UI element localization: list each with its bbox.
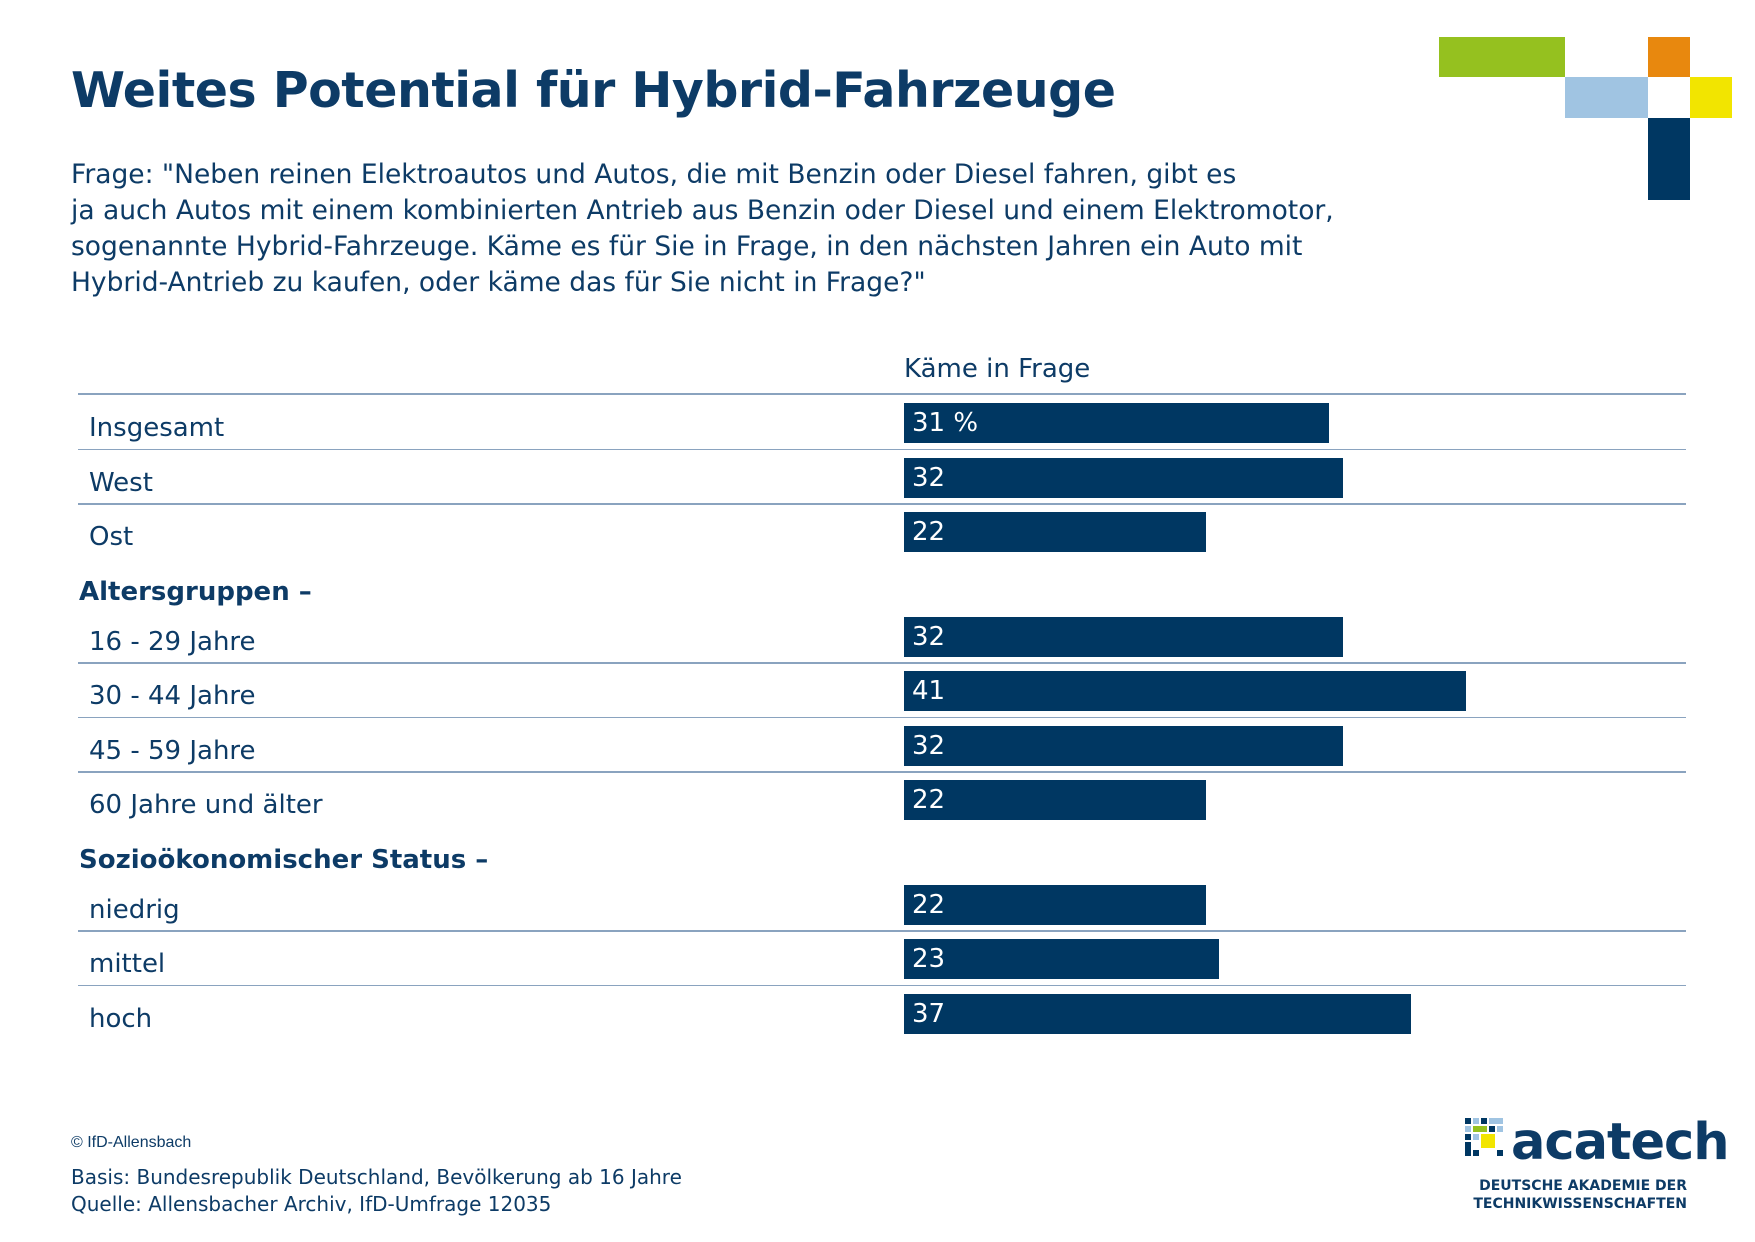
row-label: 16 - 29 Jahre xyxy=(89,626,256,657)
row-label: mittel xyxy=(89,949,166,979)
bar-value-label: 32 xyxy=(912,730,946,761)
bar-value-label: 22 xyxy=(912,785,946,815)
row-divider xyxy=(78,716,1686,718)
row-label: 30 - 44 Jahre xyxy=(89,681,256,711)
bar: 22 xyxy=(904,780,1206,820)
basis-note: Basis: Bundesrepublik Deutschland, Bevöl… xyxy=(71,1165,682,1189)
row-label: 45 - 59 Jahre xyxy=(89,735,256,766)
group-heading: Sozioökonomischer Status – xyxy=(79,844,489,875)
header-rule xyxy=(78,393,1686,395)
row-label: West xyxy=(89,467,153,498)
row-label: hoch xyxy=(89,1003,153,1034)
question-line: Hybrid-Antrieb zu kaufen, oder käme das … xyxy=(71,267,926,298)
row-label: niedrig xyxy=(89,894,180,925)
bar: 37 xyxy=(904,993,1411,1034)
row-divider xyxy=(78,771,1686,773)
deco-block-green xyxy=(1439,37,1565,77)
brand-subtitle-line1: DEUTSCHE AKADEMIE DER xyxy=(1479,1178,1687,1194)
row-label: Ost xyxy=(89,522,134,552)
row-divider xyxy=(78,503,1686,505)
bar: 32 xyxy=(904,616,1343,657)
brand-name: acatech xyxy=(1511,1113,1730,1172)
bar: 23 xyxy=(904,939,1219,979)
bar-value-label: 32 xyxy=(912,462,946,493)
bar-value-label: 22 xyxy=(912,517,946,547)
copyright-note: © IfD-Allensbach xyxy=(71,1134,192,1151)
column-header: Käme in Frage xyxy=(904,354,1091,384)
bar-value-label: 22 xyxy=(912,889,946,920)
bar: 32 xyxy=(904,725,1343,766)
question-text: Frage: "Neben reinen Elektroautos und Au… xyxy=(71,157,1334,301)
group-heading: Altersgruppen – xyxy=(79,576,312,607)
row-label: 60 Jahre und älter xyxy=(89,790,323,820)
acatech-logo-icon xyxy=(1465,1118,1503,1156)
bar-value-label: 32 xyxy=(912,621,946,652)
bar: 22 xyxy=(904,512,1206,552)
question-line: Frage: "Neben reinen Elektroautos und Au… xyxy=(71,159,1237,190)
bar-value-label: 31 % xyxy=(912,408,979,438)
bar: 22 xyxy=(904,884,1206,925)
bar-value-label: 37 xyxy=(912,998,946,1029)
row-label: Insgesamt xyxy=(89,413,225,443)
bar: 41 xyxy=(904,671,1466,711)
bar: 32 xyxy=(904,457,1343,498)
row-divider xyxy=(78,448,1686,450)
deco-block-navy xyxy=(1648,118,1690,200)
deco-block-orange xyxy=(1648,37,1690,77)
row-divider xyxy=(78,984,1686,986)
source-note: Quelle: Allensbacher Archiv, IfD-Umfrage… xyxy=(71,1192,552,1216)
row-divider xyxy=(78,662,1686,664)
row-divider xyxy=(78,930,1686,932)
question-line: ja auch Autos mit einem kombinierten Ant… xyxy=(71,195,1334,226)
deco-block-lightblue xyxy=(1565,77,1648,118)
deco-block-yellow xyxy=(1690,77,1732,118)
page-title: Weites Potential für Hybrid-Fahrzeuge xyxy=(71,62,1116,119)
bar: 31 % xyxy=(904,403,1329,443)
brand-subtitle-line2: TECHNIKWISSENSCHAFTEN xyxy=(1473,1196,1687,1212)
bar-value-label: 41 xyxy=(912,676,946,706)
question-line: sogenannte Hybrid-Fahrzeuge. Käme es für… xyxy=(71,231,1303,262)
bar-value-label: 23 xyxy=(912,944,946,974)
